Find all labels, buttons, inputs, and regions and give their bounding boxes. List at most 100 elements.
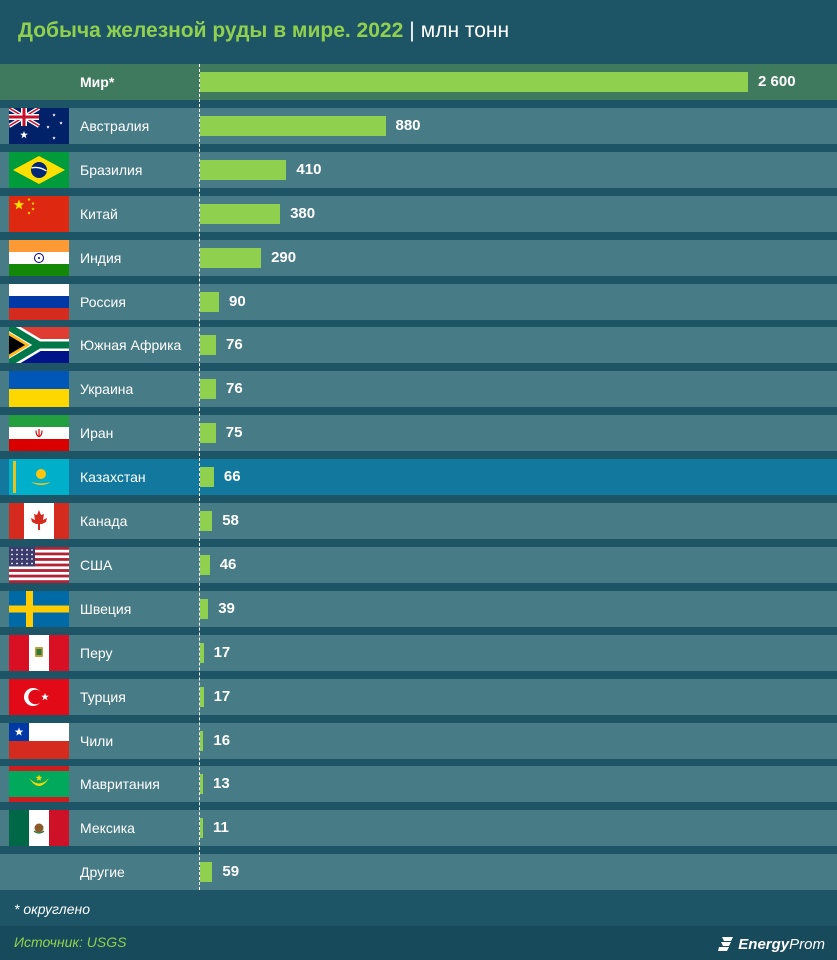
chart-title: Добыча железной руды в мире. 2022 | млн то… [18,14,509,48]
category-label: Мексика [80,820,135,837]
bar [200,686,204,707]
bar [200,247,262,268]
value-label: 880 [395,116,421,134]
table-row: Мексика 11 [0,810,837,847]
table-row: Казахстан 66 [0,459,837,496]
table-row: Россия 90 [0,283,837,320]
flag-russia-icon [9,283,69,320]
value-label: 90 [229,292,246,310]
table-row: Австралия 880 [0,107,837,144]
flag-mexico-icon [9,810,69,847]
flag-mauritania-icon [9,766,69,803]
table-row: США 46 [0,546,837,583]
value-label: 11 [213,819,229,837]
value-label: 410 [296,160,322,178]
table-row: Перу 17 [0,634,837,671]
bar [200,379,216,400]
table-row: Китай 380 [0,195,837,232]
value-label: 66 [223,468,241,486]
bar [200,72,748,92]
table-row: Индия 290 [0,239,837,276]
bar [200,511,213,531]
unit-label: млн тонн [420,19,510,42]
flag-ukraine-icon [9,371,69,408]
table-row: Турция 17 [0,678,837,715]
category-label: Китай [80,205,118,222]
category-label: Мавритания [80,776,160,793]
bar [200,159,287,180]
category-label: Россия [80,293,126,310]
flag-india-icon [9,239,69,276]
table-row: Южная Африка 76 [0,327,837,364]
table-row: Украина 76 [0,371,837,408]
flag-australia-icon [9,107,69,144]
category-label: Турция [80,688,126,705]
value-label: 380 [290,204,316,222]
bar [200,115,386,136]
value-label: 16 [213,731,231,749]
table-row: Канада 58 [0,503,837,539]
footer-bar: Источник: USGS EnergyProm [0,926,837,960]
value-label: 75 [225,424,243,442]
category-label: Швеция [80,600,132,617]
category-label: Казахстан [80,469,146,486]
flag-kazakhstan-icon [9,459,69,496]
value-label: 39 [218,599,235,617]
value-label: 59 [222,863,240,881]
value-label: 46 [219,555,237,573]
value-label: 290 [271,248,297,266]
category-label: Канада [80,513,128,529]
flag-canada-icon [9,503,69,539]
bar [200,774,203,795]
category-label: Украина [80,381,134,398]
axis-line [199,64,200,890]
table-row: Другие 59 [0,854,837,891]
table-row: Мавритания 13 [0,766,837,803]
bar [200,862,213,883]
bar [200,730,204,751]
value-label: 76 [226,380,243,398]
flag-usa-icon [9,546,69,583]
category-label: Другие [80,864,125,881]
value-label: 13 [213,775,230,793]
value-label: 58 [222,512,239,529]
table-row: Бразилия 410 [0,151,837,188]
bar [200,642,204,663]
flag-south-africa-icon [9,327,69,364]
brand-prom: Prom [789,935,825,953]
category-label: Южная Африка [80,337,182,354]
category-label: Перу [80,644,113,661]
energyprom-logo-icon [718,937,734,951]
bar [200,554,210,575]
value-label: 17 [213,687,231,705]
bar [200,423,216,444]
brand-energy: Energy [738,935,790,953]
category-label: Бразилия [80,161,143,178]
flag-peru-icon [9,634,69,671]
bar [200,598,209,619]
source-text: Источник: USGS [14,934,127,950]
flag-chile-icon [9,722,69,759]
table-row: Иран 75 [0,415,837,452]
category-label: Чили [80,732,114,749]
table-row: Швеция 39 [0,590,837,627]
flag-turkey-icon [9,678,69,715]
category-label: Австралия [80,117,150,134]
row-world-total: Мир* 2 600 [0,64,837,100]
value-label: 17 [213,643,231,661]
bar [200,818,203,839]
bar [200,203,281,224]
table-row: Чили 16 [0,722,837,759]
bar [200,467,214,488]
footnote: * округлено [14,901,90,917]
flag-iran-icon [9,415,69,452]
value-label: 2 600 [758,73,796,90]
bar [200,335,216,356]
flag-china-icon [9,195,69,232]
title-separator: | [409,19,415,42]
flag-brazil-icon [9,151,69,188]
category-label: Иран [80,425,114,442]
flag-sweden-icon [9,590,69,627]
category-label: Мир* [80,74,115,90]
